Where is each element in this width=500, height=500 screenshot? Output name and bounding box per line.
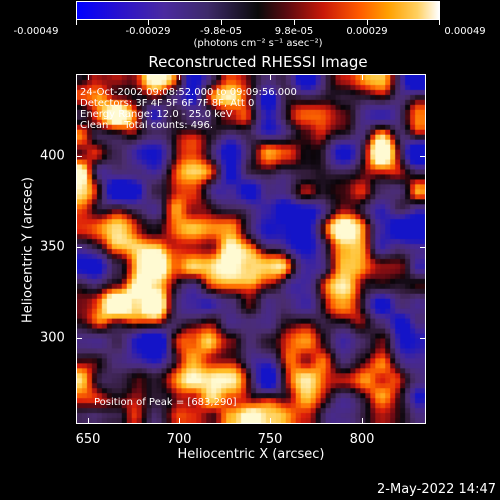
y-tick [76,156,82,157]
x-tick-label: 750 [257,432,283,447]
colorbar-tick [221,20,222,25]
x-tick [270,74,271,80]
colorbar-tick-label: 9.8e-05 [274,26,314,37]
detectors-label: Detectors: 3F 4F 5F 6F 7F 8F, Att 0 [80,98,255,109]
energy-range-label: Energy Range: 12.0 - 25.0 keV [80,109,233,120]
colorbar-tick [367,20,368,25]
colorbar-tick [294,20,295,25]
y-tick [76,247,82,248]
colorbar [76,1,440,20]
colorbar-tick-label: -0.00029 [125,26,171,37]
x-tick [179,418,180,424]
x-tick [362,74,363,80]
x-tick-label: 650 [75,432,101,447]
peak-position-label: Position of Peak = [683,290] [94,397,237,408]
y-tick-label: 350 [40,239,65,255]
x-tick [88,418,89,424]
y-tick [420,156,426,157]
colorbar-tick [439,20,440,25]
x-tick [88,74,89,80]
y-tick [420,247,426,248]
x-tick-label: 800 [349,432,375,447]
x-tick [270,418,271,424]
colorbar-tick-label: -0.00049 [13,26,59,37]
plot-title: Reconstructed RHESSI Image [148,53,368,71]
image-frame [76,74,426,424]
timestamp: 2-May-2022 14:47 [377,482,496,497]
colorbar-tick-label: -9.8e-05 [200,26,242,37]
y-tick [76,338,82,339]
x-tick-label: 700 [166,432,192,447]
x-tick [179,74,180,80]
y-tick-label: 400 [40,148,65,164]
colorbar-units: (photons cm⁻² s⁻¹ asec⁻²) [193,38,323,49]
time-range-label: 24-Oct-2002 09:08:52.000 to 09:09:56.000 [80,87,297,98]
clean-counts-label: Clean Total counts: 496. [80,120,214,131]
y-tick [420,338,426,339]
x-axis-title: Heliocentric X (arcsec) [177,447,325,462]
y-tick-label: 300 [40,330,65,346]
y-axis-title: Heliocentric Y (arcsec) [20,177,36,323]
x-tick [362,418,363,424]
colorbar-tick-label: 0.00049 [444,26,486,37]
rhessi-image [77,75,425,423]
colorbar-tick-label: 0.00029 [346,26,388,37]
colorbar-tick [76,20,77,25]
colorbar-tick [148,20,149,25]
